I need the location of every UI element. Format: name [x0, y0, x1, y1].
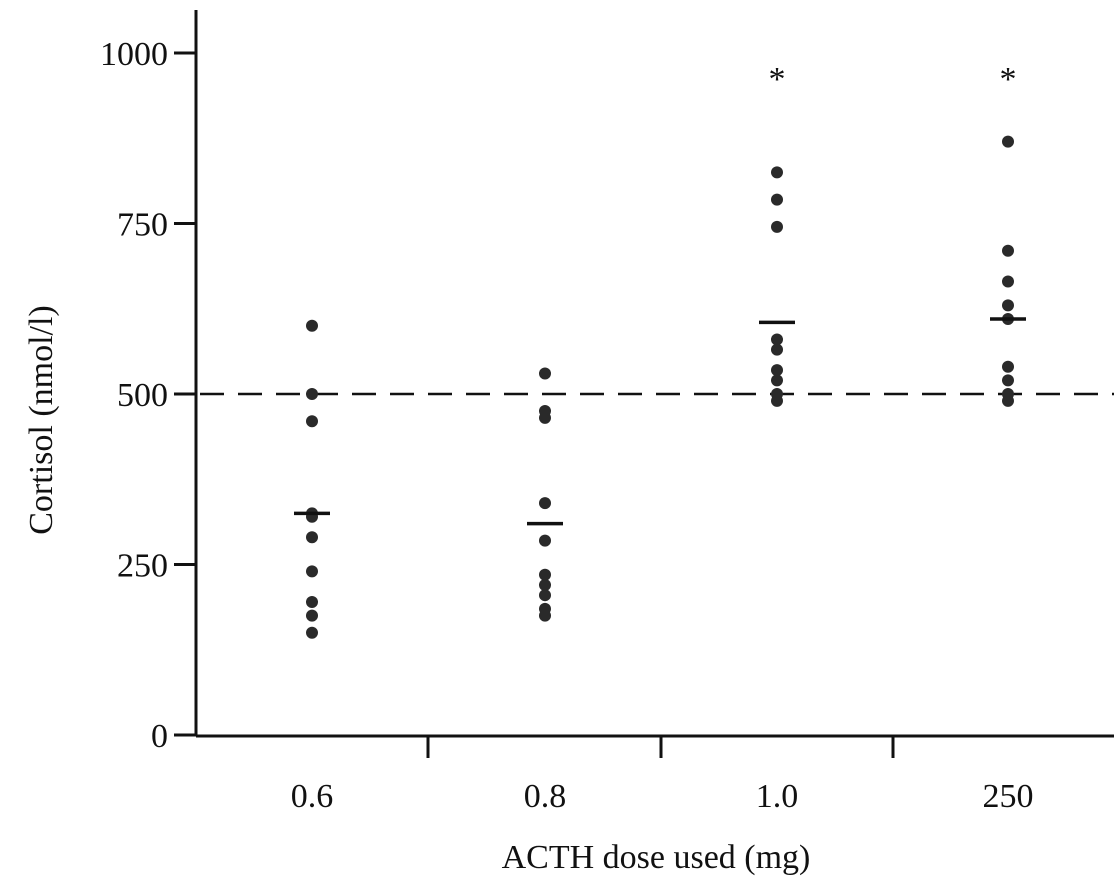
axes	[194, 10, 1114, 738]
y-tick-label: 0	[151, 718, 168, 755]
data-point	[306, 609, 318, 622]
significance-star: *	[769, 61, 786, 98]
data-point	[306, 388, 318, 400]
mean-markers	[294, 317, 1026, 526]
data-point	[306, 626, 318, 639]
data-point	[1002, 244, 1014, 257]
y-tick-label: 250	[117, 548, 168, 585]
significance-star: *	[1000, 61, 1017, 98]
data-point	[1002, 394, 1014, 407]
x-tick-label: 1.0	[756, 778, 799, 815]
data-point	[539, 609, 551, 622]
data-point	[771, 333, 783, 346]
data-point	[539, 411, 551, 424]
data-point	[539, 589, 551, 602]
data-point	[306, 531, 318, 544]
data-point	[539, 578, 551, 591]
data-points	[306, 135, 1014, 639]
data-point	[1002, 299, 1014, 312]
data-point	[771, 193, 783, 206]
x-tick-label: 0.8	[524, 778, 567, 815]
x-tick-label: 0.6	[291, 778, 334, 815]
data-point	[771, 394, 783, 407]
data-point	[539, 367, 551, 380]
data-point	[1002, 374, 1014, 387]
significance-markers: * *	[769, 61, 1017, 98]
data-point	[771, 343, 783, 356]
data-point	[1002, 275, 1014, 288]
y-tick-label: 750	[117, 207, 168, 244]
y-ticks: 0 250 500 750 1000	[100, 36, 196, 755]
data-point	[539, 534, 551, 547]
y-tick-label: 500	[117, 377, 168, 414]
data-point	[306, 565, 318, 578]
data-point	[539, 568, 551, 581]
data-point	[539, 497, 551, 510]
data-point	[771, 374, 783, 387]
data-point	[306, 596, 318, 609]
data-point	[1002, 360, 1014, 373]
y-tick-label: 1000	[100, 36, 168, 73]
data-point	[771, 220, 783, 233]
data-point	[306, 319, 318, 332]
x-ticks: 0.6 0.8 1.0 250	[291, 736, 1034, 815]
y-axis-label: Cortisol (nmol/l)	[23, 305, 60, 535]
data-point	[771, 364, 783, 377]
x-axis-label: ACTH dose used (mg)	[502, 839, 811, 876]
x-tick-label: 250	[983, 778, 1034, 815]
data-point	[771, 166, 783, 179]
data-point	[1002, 135, 1014, 148]
data-point	[306, 415, 318, 428]
